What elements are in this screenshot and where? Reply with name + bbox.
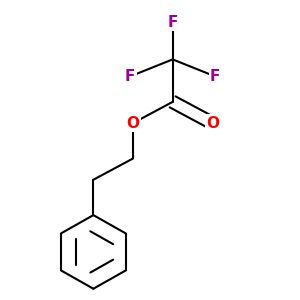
Text: O: O — [206, 116, 219, 130]
Text: F: F — [125, 69, 135, 84]
Text: O: O — [127, 116, 140, 130]
Text: F: F — [210, 69, 220, 84]
Text: F: F — [167, 15, 178, 30]
